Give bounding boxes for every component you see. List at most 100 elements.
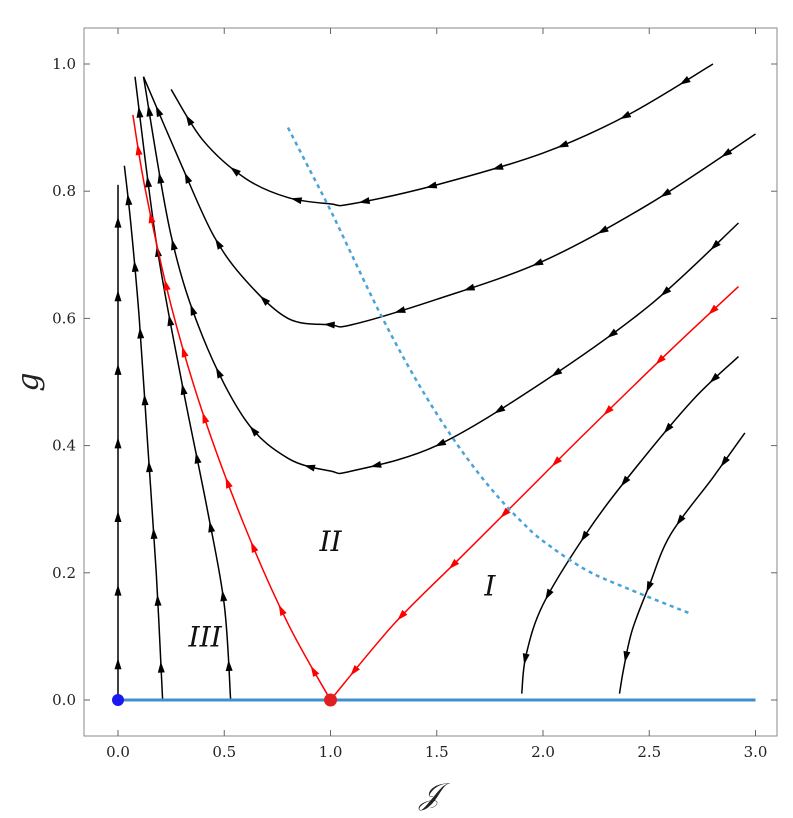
flow-arrow <box>607 328 619 338</box>
flow-arrow <box>136 106 144 118</box>
flow-arrow <box>146 461 154 473</box>
fixed-point-origin <box>112 694 124 706</box>
x-tick-label: 0.0 <box>106 743 130 761</box>
flow-arrow <box>184 172 193 184</box>
flow-arrow <box>358 197 371 204</box>
flow-arrow <box>167 314 175 327</box>
region-label-iii: III <box>188 620 223 653</box>
flow-arrow <box>114 658 122 670</box>
separatrix-arrow <box>603 405 614 416</box>
flow-arrow <box>208 521 216 533</box>
separatrix-arrow <box>708 304 719 315</box>
flow-arrow <box>137 327 145 339</box>
flow-arrow <box>146 105 154 117</box>
flow-line <box>142 76 740 475</box>
flow-arrow <box>620 475 631 487</box>
flow-arrow <box>180 383 188 396</box>
flow-arrow <box>290 197 303 205</box>
flow-arrow <box>709 372 721 383</box>
separatrix-curve <box>329 286 740 701</box>
flow-arrow <box>114 511 122 523</box>
y-tick-label: 0.6 <box>52 309 76 327</box>
region-label-i: I <box>483 570 496 603</box>
separatrix-arrow <box>181 346 189 358</box>
flow-arrow <box>190 304 198 316</box>
separatrix-arrow <box>148 211 156 224</box>
separatrix-arrow <box>551 456 562 467</box>
separatrix-arrow <box>397 609 408 621</box>
y-tick-label: 0.2 <box>52 564 76 582</box>
separatrix-arrow <box>225 477 233 489</box>
x-tick-label: 2.0 <box>531 743 555 761</box>
y-tick-label: 0.8 <box>52 182 76 200</box>
flow-line <box>134 76 232 701</box>
flow-arrow <box>492 162 504 170</box>
flow-arrow <box>171 239 178 251</box>
separatrix-arrow <box>350 664 360 676</box>
x-tick-label: 1.5 <box>425 743 449 761</box>
plot-frame <box>83 27 778 737</box>
region-label-ii: II <box>318 525 342 558</box>
flow-arrow <box>394 306 406 313</box>
flow-arrow <box>194 452 202 464</box>
flow-arrow <box>545 588 554 600</box>
flow-arrow <box>304 464 316 472</box>
separatrix-arrow <box>278 604 287 617</box>
separatrix-arrow <box>310 665 320 678</box>
flow-arrow <box>114 216 122 228</box>
flow-arrow <box>114 584 122 596</box>
flow-arrow <box>551 367 563 377</box>
flow-arrow <box>532 258 544 266</box>
flow-arrow <box>114 290 122 302</box>
separatrix-arrow <box>448 558 460 570</box>
axis-ticks: 0.0 0.5 1.0 1.5 2.0 2.5 3.0 0.0 0.2 0.4 0.6 0.8 1.0 <box>52 28 777 761</box>
flow-arrow <box>434 438 447 447</box>
separatrix-arrow <box>655 354 666 365</box>
flow-arrow <box>494 404 506 414</box>
y-tick-label: 0.4 <box>52 437 76 455</box>
flow-arrow <box>150 527 158 540</box>
flow-arrow <box>185 114 195 127</box>
flow-arrow <box>425 181 438 189</box>
flow-arrow <box>157 172 165 184</box>
separatrix-arrow <box>135 144 143 156</box>
separatrix-arrow <box>163 279 171 291</box>
flow-arrow <box>114 437 122 449</box>
y-tick-label: 1.0 <box>52 55 76 73</box>
separatrix-arrow <box>250 541 259 553</box>
flow-arrow <box>154 594 162 606</box>
flow-arrow <box>125 194 133 206</box>
flow-arrow <box>114 363 122 375</box>
flow-arrow <box>710 239 721 251</box>
flow-arrow <box>676 514 686 526</box>
flow-arrow <box>720 455 730 467</box>
boundary-dashed-curve <box>286 127 693 616</box>
flow-arrow <box>249 426 260 437</box>
flow-arrow <box>522 653 530 665</box>
flow-arrow <box>597 225 609 234</box>
flow-arrow <box>370 460 382 468</box>
x-axis-label: 𝒥 <box>418 777 451 812</box>
flow-arrow <box>721 148 733 158</box>
flow-arrow <box>660 286 672 297</box>
flow-arrow <box>660 188 672 198</box>
x-tick-label: 1.0 <box>319 743 343 761</box>
flow-arrow <box>323 321 335 329</box>
separatrix-arrow <box>500 507 511 518</box>
flow-arrow <box>225 659 233 672</box>
flow-arrow <box>155 105 164 118</box>
flow-arrow <box>157 661 165 673</box>
y-tick-label: 0.0 <box>52 691 76 709</box>
flow-arrow <box>663 422 674 434</box>
flow-arrow <box>557 140 569 148</box>
separatrix-arrow <box>202 412 210 424</box>
fixed-point-critical <box>324 693 337 707</box>
x-tick-label: 2.5 <box>637 743 661 761</box>
flow-arrow <box>215 238 224 250</box>
flow-arrow <box>463 283 476 291</box>
flow-arrow <box>131 260 139 272</box>
flow-arrow <box>141 394 149 406</box>
x-tick-label: 0.5 <box>212 743 236 761</box>
